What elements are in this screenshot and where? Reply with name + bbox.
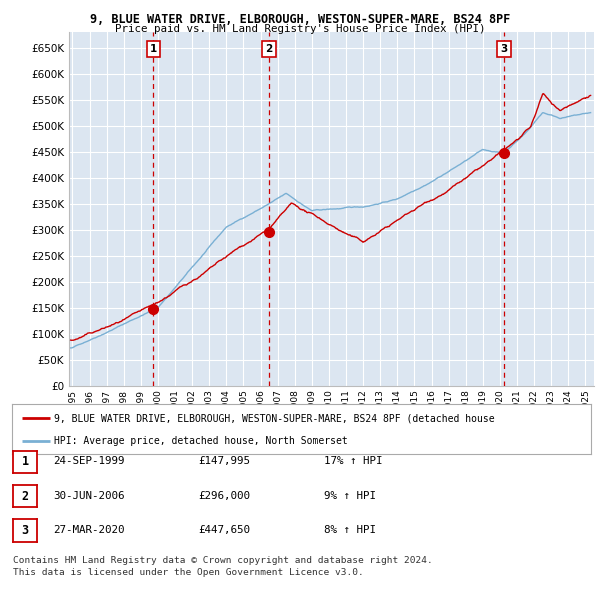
Text: 30-JUN-2006: 30-JUN-2006	[53, 491, 124, 500]
Text: 9, BLUE WATER DRIVE, ELBOROUGH, WESTON-SUPER-MARE, BS24 8PF: 9, BLUE WATER DRIVE, ELBOROUGH, WESTON-S…	[90, 13, 510, 26]
Text: 8% ↑ HPI: 8% ↑ HPI	[324, 525, 376, 535]
Text: This data is licensed under the Open Government Licence v3.0.: This data is licensed under the Open Gov…	[13, 568, 364, 577]
Text: £447,650: £447,650	[198, 525, 250, 535]
Text: £296,000: £296,000	[198, 491, 250, 500]
Text: 27-MAR-2020: 27-MAR-2020	[53, 525, 124, 535]
Text: Contains HM Land Registry data © Crown copyright and database right 2024.: Contains HM Land Registry data © Crown c…	[13, 556, 433, 565]
Text: £147,995: £147,995	[198, 457, 250, 466]
Text: 2: 2	[265, 44, 273, 54]
Text: 9, BLUE WATER DRIVE, ELBOROUGH, WESTON-SUPER-MARE, BS24 8PF (detached house: 9, BLUE WATER DRIVE, ELBOROUGH, WESTON-S…	[53, 413, 494, 423]
Text: 24-SEP-1999: 24-SEP-1999	[53, 457, 124, 466]
Text: 3: 3	[22, 524, 29, 537]
Text: 17% ↑ HPI: 17% ↑ HPI	[324, 457, 383, 466]
Text: 3: 3	[500, 44, 508, 54]
Text: HPI: Average price, detached house, North Somerset: HPI: Average price, detached house, Nort…	[53, 436, 347, 446]
Text: 9% ↑ HPI: 9% ↑ HPI	[324, 491, 376, 500]
Text: 1: 1	[22, 455, 29, 468]
Text: 1: 1	[149, 44, 157, 54]
Text: Price paid vs. HM Land Registry's House Price Index (HPI): Price paid vs. HM Land Registry's House …	[115, 24, 485, 34]
Text: 2: 2	[22, 490, 29, 503]
